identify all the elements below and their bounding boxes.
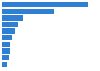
Bar <box>2 61 7 67</box>
Bar <box>2 48 10 54</box>
Bar <box>2 22 18 27</box>
Bar <box>2 35 12 40</box>
Bar <box>2 55 9 60</box>
Bar <box>2 42 10 47</box>
Bar <box>2 15 23 21</box>
Bar <box>2 28 15 34</box>
Bar <box>2 9 54 14</box>
Bar <box>2 2 88 7</box>
